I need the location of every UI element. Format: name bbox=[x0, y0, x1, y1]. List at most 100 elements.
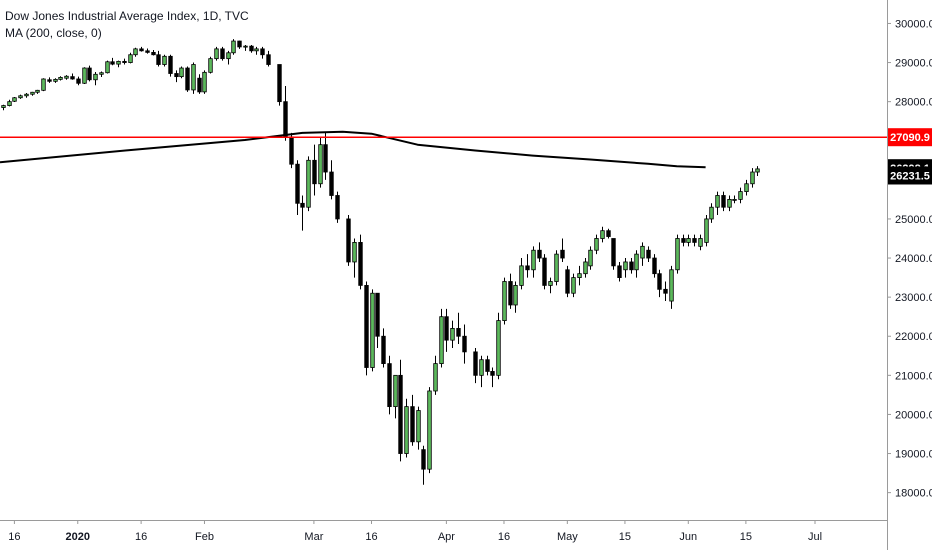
candle bbox=[231, 39, 236, 55]
time-axis[interactable]: 16 2020 16 Feb Mar 16 Apr 16 May 15 Jun 15 Jul bbox=[8, 520, 822, 543]
candle bbox=[197, 74, 202, 94]
candle-body bbox=[208, 58, 213, 73]
candle bbox=[571, 273, 576, 298]
candle bbox=[393, 374, 398, 419]
candle bbox=[698, 234, 703, 251]
candle bbox=[738, 187, 743, 204]
y-tick-label: 20000.0 bbox=[895, 409, 932, 421]
candle-body bbox=[70, 76, 75, 80]
candle-body bbox=[404, 406, 409, 454]
candle-body bbox=[323, 144, 328, 173]
y-tick-label: 28000.0 bbox=[895, 97, 932, 109]
candle bbox=[76, 76, 81, 86]
x-tick-label: Jul bbox=[808, 531, 822, 543]
candle bbox=[266, 50, 271, 67]
indicator-label: MA (200, close, 0) bbox=[5, 26, 102, 40]
candle-body bbox=[519, 265, 524, 286]
candle bbox=[202, 70, 207, 94]
candle bbox=[715, 191, 720, 216]
candle bbox=[548, 277, 553, 294]
x-tick-label: 2020 bbox=[66, 531, 90, 543]
candle-body bbox=[387, 363, 392, 408]
candle-body bbox=[623, 261, 628, 271]
candle-body bbox=[560, 249, 565, 259]
ma-price-label-bg bbox=[888, 166, 932, 185]
candle bbox=[629, 258, 634, 274]
y-tick-label: 18000.0 bbox=[895, 488, 932, 500]
candle-body bbox=[462, 335, 467, 353]
candle-body bbox=[214, 48, 219, 60]
candle bbox=[295, 160, 300, 216]
candle bbox=[300, 195, 305, 231]
candle-body bbox=[156, 54, 161, 65]
candle-body bbox=[744, 183, 749, 192]
y-tick-label: 30000.0 bbox=[895, 18, 932, 30]
candle bbox=[18, 94, 23, 99]
candle bbox=[237, 40, 242, 49]
candle-body bbox=[640, 245, 645, 259]
y-tick-label: 21000.0 bbox=[895, 370, 932, 382]
x-tick-label: 16 bbox=[8, 531, 20, 543]
candle-body bbox=[738, 191, 743, 200]
candle-body bbox=[260, 48, 265, 56]
candle-body bbox=[191, 64, 196, 91]
candle-body bbox=[289, 136, 294, 165]
x-tick-label: Jun bbox=[679, 531, 697, 543]
candle-body bbox=[168, 55, 173, 74]
candle-body bbox=[312, 159, 317, 185]
candle bbox=[87, 65, 92, 82]
x-tick-label: 16 bbox=[135, 531, 147, 543]
candle-body bbox=[145, 50, 150, 53]
candle bbox=[669, 265, 674, 309]
candle-body bbox=[295, 163, 300, 204]
candle bbox=[583, 258, 588, 278]
candle-body bbox=[709, 206, 714, 220]
candle-body bbox=[681, 238, 686, 243]
candle-body bbox=[18, 95, 23, 99]
candle-body bbox=[110, 61, 115, 65]
candle-body bbox=[116, 60, 121, 65]
candle-body bbox=[669, 269, 674, 302]
candle bbox=[502, 277, 507, 325]
candle bbox=[53, 78, 58, 83]
candle bbox=[151, 50, 156, 56]
candle-body bbox=[755, 168, 760, 173]
candle-body bbox=[35, 89, 40, 93]
candle bbox=[646, 246, 651, 262]
candle-body bbox=[105, 61, 110, 74]
candle bbox=[416, 406, 421, 450]
candle-body bbox=[179, 67, 184, 78]
candle-body bbox=[427, 390, 432, 470]
candle bbox=[490, 367, 495, 388]
y-tick-label: 29000.0 bbox=[895, 58, 932, 70]
candle bbox=[41, 78, 46, 92]
candle-body bbox=[1, 105, 6, 108]
candle-body bbox=[715, 195, 720, 208]
candle bbox=[364, 281, 369, 376]
candle-body bbox=[197, 77, 202, 93]
candle bbox=[93, 71, 98, 86]
candle-body bbox=[30, 91, 35, 95]
candle bbox=[58, 76, 63, 81]
candle bbox=[623, 258, 628, 278]
candle-body bbox=[64, 75, 69, 79]
candle-body bbox=[554, 253, 559, 282]
candle-body bbox=[652, 257, 657, 275]
candle-body bbox=[47, 79, 52, 82]
hline-price-label: 27090.9 bbox=[888, 128, 932, 147]
y-tick-label: 22000.0 bbox=[895, 331, 932, 343]
ma200-line bbox=[0, 130, 706, 169]
candle-body bbox=[24, 93, 29, 97]
candle bbox=[398, 359, 403, 462]
candle bbox=[220, 46, 225, 61]
candle-body bbox=[548, 281, 553, 286]
candle-body bbox=[513, 285, 518, 306]
candle bbox=[387, 355, 392, 415]
candle bbox=[35, 89, 40, 94]
candle-body bbox=[99, 72, 104, 75]
candle bbox=[99, 71, 104, 78]
candle-body bbox=[594, 238, 599, 251]
candle-body bbox=[698, 238, 703, 247]
